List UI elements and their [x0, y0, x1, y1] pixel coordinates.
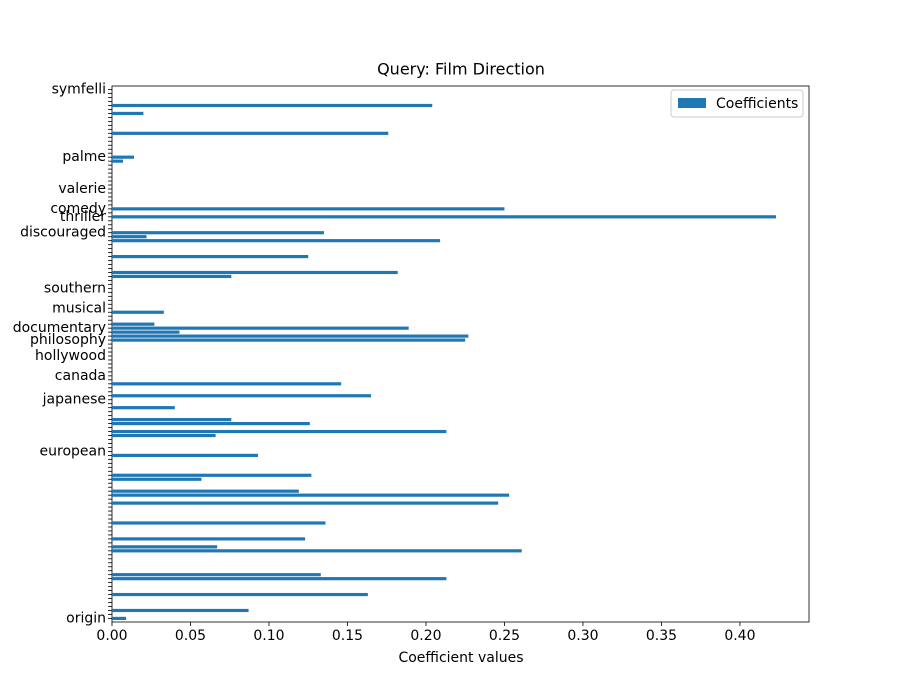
bar [112, 521, 326, 525]
y-tick-label: hollywood [35, 348, 106, 364]
y-tick-label: comedy [50, 201, 106, 217]
bar [112, 473, 312, 477]
bar [112, 310, 164, 314]
x-tick-label: 0.15 [332, 628, 363, 644]
bar [112, 159, 123, 163]
chart-title: Query: Film Direction [377, 60, 545, 79]
bar [112, 207, 505, 211]
bar [112, 338, 466, 342]
bar [112, 573, 321, 577]
legend-box [670, 89, 804, 118]
bar [112, 239, 441, 243]
y-tick-label: symfelli [52, 82, 106, 98]
bar [112, 453, 258, 457]
y-tick-label: origin [66, 610, 106, 626]
bar [112, 131, 389, 135]
y-tick-label: palme [62, 149, 106, 165]
bar [112, 577, 447, 581]
y-tick-label: musical [52, 300, 106, 316]
x-tick-label: 0.00 [96, 628, 127, 644]
bar [112, 330, 180, 334]
bar [112, 270, 398, 275]
bar [112, 155, 134, 159]
bar [112, 501, 499, 505]
bar [112, 103, 433, 108]
bar [112, 608, 249, 613]
y-tick-label: valerie [58, 181, 106, 197]
bar [112, 382, 342, 386]
legend-label: Coefficients [716, 96, 798, 112]
y-tick-label: japanese [42, 392, 106, 408]
bar [112, 254, 309, 259]
x-tick-label: 0.40 [724, 628, 755, 644]
bar [112, 477, 202, 481]
x-tick-label: 0.05 [175, 628, 206, 644]
x-tick-label: 0.20 [410, 628, 441, 644]
y-tick-label: thriller [60, 209, 106, 225]
y-tick-label: european [40, 443, 106, 459]
x-tick-label: 0.35 [646, 628, 677, 644]
bar [112, 421, 310, 426]
y-tick-label: philosophy [30, 332, 106, 348]
bar [112, 111, 144, 116]
plot-frame [111, 85, 810, 623]
bar [112, 334, 469, 338]
bar [112, 394, 372, 398]
x-tick-label: 0.30 [567, 628, 598, 644]
bar [112, 616, 127, 621]
y-tick-label: southern [44, 280, 106, 296]
bar [112, 537, 306, 541]
y-tick-label: documentary [13, 320, 106, 336]
bar [112, 433, 216, 438]
bar [112, 231, 324, 235]
x-tick-label: 0.25 [489, 628, 520, 644]
bar [112, 406, 175, 410]
x-axis-label: Coefficient values [398, 650, 523, 666]
bar [112, 418, 232, 422]
x-tick-label: 0.10 [253, 628, 284, 644]
y-tick-label: discouraged [20, 225, 106, 241]
legend-swatch [678, 98, 706, 108]
bar [112, 322, 155, 326]
bar [112, 592, 368, 597]
bar [112, 493, 510, 497]
bar [112, 545, 218, 549]
y-tick-label: canada [55, 368, 106, 384]
bar [112, 429, 447, 434]
bar [112, 235, 147, 239]
bar [112, 489, 299, 493]
bar [112, 549, 522, 553]
bar [112, 215, 777, 219]
bar [112, 326, 409, 330]
bar [112, 274, 232, 279]
